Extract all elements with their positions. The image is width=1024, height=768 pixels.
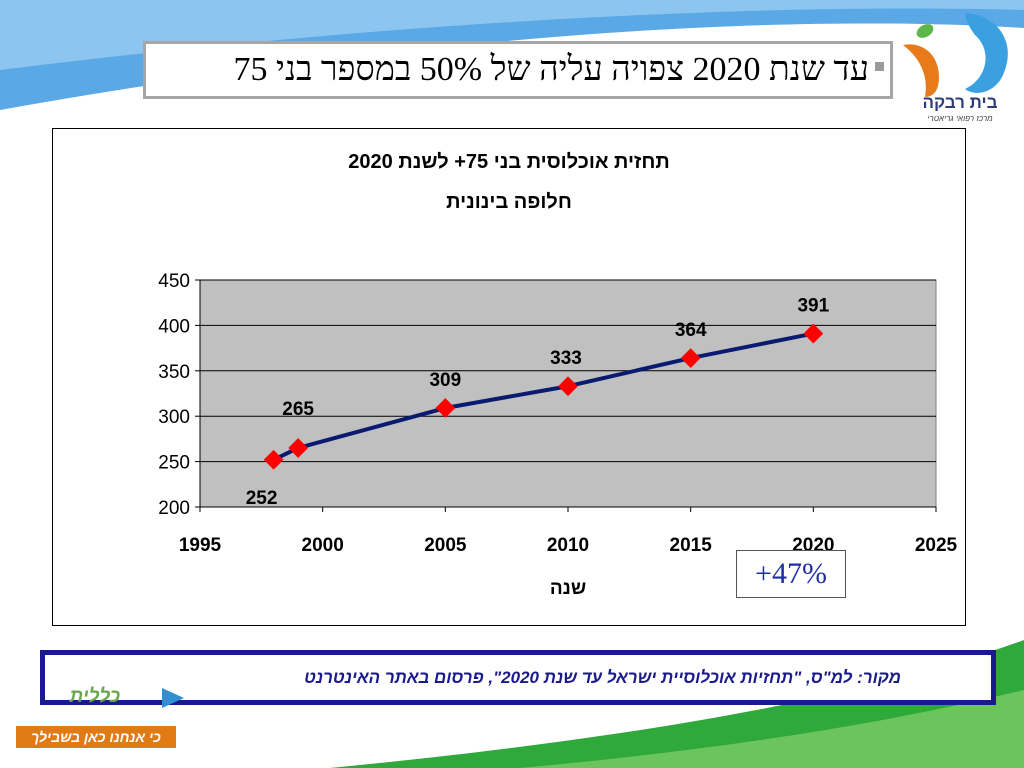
- beit-rivka-logo: [903, 13, 1008, 97]
- data-label: 364: [675, 320, 707, 341]
- y-tick-label: 450: [158, 271, 190, 292]
- bottom-green-band-light: [520, 690, 1024, 768]
- data-point: [263, 449, 284, 470]
- logo-green-leaf-icon: [916, 24, 934, 38]
- data-label: 252: [246, 488, 278, 509]
- y-tick-label: 250: [158, 453, 190, 474]
- slide-title: עד שנת 2020 צפויה עליה של 50% במספר בני …: [233, 51, 869, 88]
- chart-plot: 200 250 300 350 400 450 1995 2000 2005 2010 2015 20…: [158, 271, 958, 599]
- data-point: [435, 398, 456, 418]
- chart-frame: תחזית אוכלוסית בני 75+ לשנת 2020 חלופה ב…: [52, 128, 966, 626]
- clalit-logo-slogan: כי אנחנו כאן בשבילך: [16, 726, 176, 748]
- y-tick-label: 350: [158, 362, 190, 383]
- chart-subtitle: חלופה בינונית: [446, 191, 572, 213]
- x-tick-label: 1995: [179, 535, 222, 556]
- data-label: 333: [550, 348, 582, 369]
- clalit-logo: [162, 688, 184, 708]
- bullet-square-icon: [875, 61, 884, 71]
- source-text: מקור: למ"ס, "תחזיות אוכלוסיית ישראל עד ש…: [304, 667, 901, 687]
- x-tick-label: 2005: [424, 535, 467, 556]
- slide-title-box: עד שנת 2020 צפויה עליה של 50% במספר בני …: [143, 41, 893, 99]
- x-tick-label: 2025: [915, 535, 958, 556]
- logo-orange-shape-icon: [903, 44, 939, 97]
- data-label: 309: [429, 370, 461, 391]
- y-tick-label: 200: [158, 498, 190, 519]
- y-tick-label: 300: [158, 407, 190, 428]
- data-point: [558, 376, 578, 397]
- logo-blue-crescent-icon: [965, 13, 1008, 93]
- x-tick-label: 2010: [547, 535, 589, 556]
- chart-title: תחזית אוכלוסית בני 75+ לשנת 2020: [348, 151, 670, 173]
- x-tick-label: 2000: [302, 535, 344, 556]
- data-label: 265: [282, 399, 314, 420]
- x-axis-label: שנה: [550, 578, 586, 599]
- growth-callout: +47%: [736, 550, 846, 598]
- clalit-logo-name: כללית: [69, 686, 121, 707]
- y-tick-label: 400: [158, 316, 190, 337]
- beit-rivka-logo-name: בית רבקה: [922, 93, 998, 112]
- source-box: מקור: למ"ס, "תחזיות אוכלוסיית ישראל עד ש…: [40, 650, 996, 705]
- beit-rivka-logo-subtitle: מרכז רפואי גריאטרי: [927, 114, 993, 123]
- clalit-logo-mark-icon: [162, 688, 184, 708]
- data-point: [288, 438, 309, 458]
- x-tick-label: 2015: [670, 535, 713, 556]
- top-blue-band-light: [0, 0, 1024, 70]
- data-label: 391: [797, 296, 829, 317]
